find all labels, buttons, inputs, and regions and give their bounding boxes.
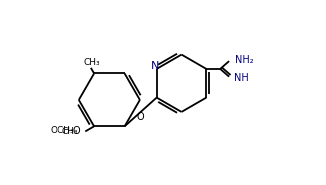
Text: N: N (151, 60, 159, 71)
Text: CH₃: CH₃ (61, 127, 78, 136)
Text: NH: NH (234, 73, 248, 83)
Text: O: O (137, 112, 144, 122)
Text: CH₃: CH₃ (83, 58, 100, 67)
Text: O: O (73, 126, 80, 136)
Text: OCH₃: OCH₃ (51, 126, 74, 135)
Text: NH₂: NH₂ (235, 55, 253, 65)
